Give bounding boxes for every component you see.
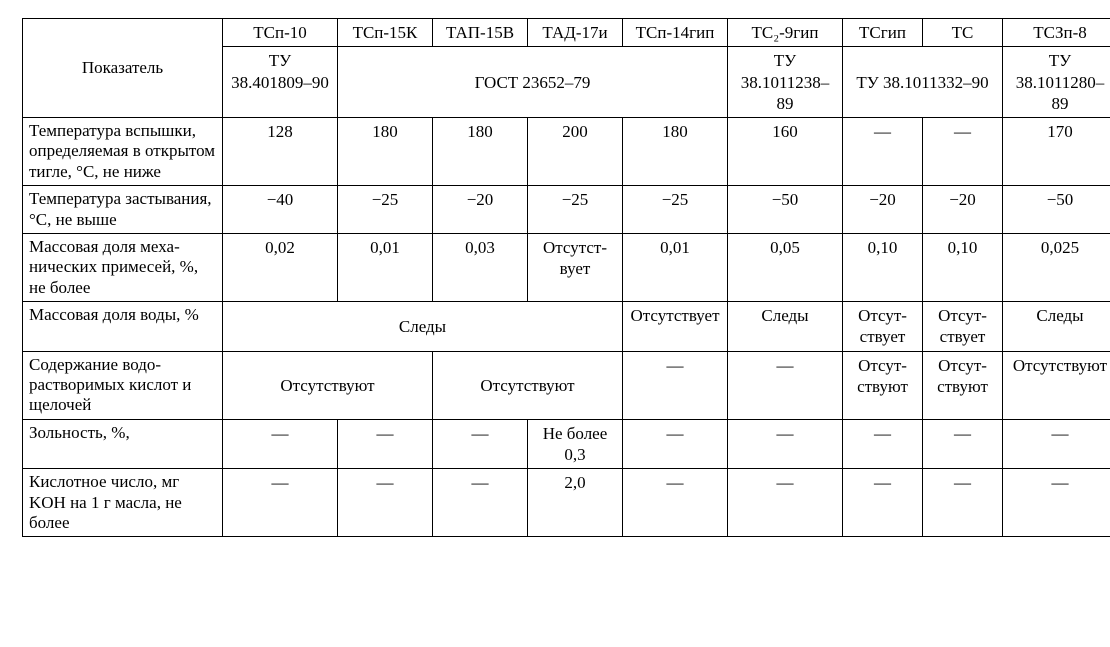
cell: — xyxy=(843,118,923,186)
cell: Отсут­ствуют xyxy=(843,351,923,419)
cell: Следы xyxy=(728,302,843,352)
spec-2: ГОСТ 23652–79 xyxy=(338,47,728,118)
cell: 180 xyxy=(623,118,728,186)
cell: — xyxy=(728,351,843,419)
product-col-3: ТАП-15В xyxy=(433,19,528,47)
cell: Отсутст­вует xyxy=(528,233,623,301)
cell: −20 xyxy=(433,186,528,234)
cell: 170 xyxy=(1003,118,1110,186)
product-col-5: ТСп-14гип xyxy=(623,19,728,47)
cell: — xyxy=(1003,469,1110,537)
header-label: Показатель xyxy=(23,19,223,118)
cell: 0,10 xyxy=(923,233,1003,301)
cell: — xyxy=(223,419,338,469)
cell: Отсутств­ует xyxy=(623,302,728,352)
spec-1: ТУ 38.401809–90 xyxy=(223,47,338,118)
cell-merged: Отсутствуют xyxy=(433,351,623,419)
cell: — xyxy=(1003,419,1110,469)
cell: Отсут­ствуют xyxy=(923,351,1003,419)
cell: 0,025 xyxy=(1003,233,1110,301)
row-label: Массовая доля воды, % xyxy=(23,302,223,352)
cell: — xyxy=(338,419,433,469)
cell: — xyxy=(623,419,728,469)
cell: 0,10 xyxy=(843,233,923,301)
cell: −20 xyxy=(923,186,1003,234)
cell: 180 xyxy=(338,118,433,186)
cell: Не бо­лее 0,3 xyxy=(528,419,623,469)
table-row: Содержание водо­растворимых кис­лот и ще… xyxy=(23,351,1110,419)
cell: — xyxy=(923,118,1003,186)
cell: — xyxy=(623,351,728,419)
product-col-7: ТСгип xyxy=(843,19,923,47)
cell: 0,01 xyxy=(623,233,728,301)
cell: 2,0 xyxy=(528,469,623,537)
cell-merged: Отсутствуют xyxy=(223,351,433,419)
cell: Отсут­ствует xyxy=(923,302,1003,352)
cell: — xyxy=(728,419,843,469)
cell: 200 xyxy=(528,118,623,186)
cell: — xyxy=(223,469,338,537)
table-row: Температура засты­вания, °C, не выше −40… xyxy=(23,186,1110,234)
cell: — xyxy=(843,419,923,469)
row-label: Зольность, %, xyxy=(23,419,223,469)
cell: −50 xyxy=(1003,186,1110,234)
table-row: Кислотное число, мг KOH на 1 г масла, не… xyxy=(23,469,1110,537)
product-col-4: ТАД-17и xyxy=(528,19,623,47)
product-col-9: ТСЗп-8 xyxy=(1003,19,1110,47)
cell: −25 xyxy=(528,186,623,234)
table-row: Массовая доля меха­нических приме­сей, %… xyxy=(23,233,1110,301)
cell: −50 xyxy=(728,186,843,234)
cell: −20 xyxy=(843,186,923,234)
spec-5: ТУ 38.1011280–89 xyxy=(1003,47,1110,118)
cell: −25 xyxy=(338,186,433,234)
cell: Следы xyxy=(1003,302,1110,352)
row-label: Температура вспышки, определяемая в откр… xyxy=(23,118,223,186)
header-row-1: Показатель ТСп-10 ТСп-15К ТАП-15В ТАД-17… xyxy=(23,19,1110,47)
spec-4: ТУ 38.1011332–90 xyxy=(843,47,1003,118)
cell: −40 xyxy=(223,186,338,234)
cell: −25 xyxy=(623,186,728,234)
cell: Отсутству­ют xyxy=(1003,351,1110,419)
row-label: Кислотное число, мг KOH на 1 г масла, не… xyxy=(23,469,223,537)
cell: 0,02 xyxy=(223,233,338,301)
cell: — xyxy=(843,469,923,537)
cell: — xyxy=(923,419,1003,469)
product-col-2: ТСп-15К xyxy=(338,19,433,47)
table-row: Массовая доля воды, % Следы Отсутств­ует… xyxy=(23,302,1110,352)
product-col-8: ТС xyxy=(923,19,1003,47)
spec-3: ТУ 38.1011238–89 xyxy=(728,47,843,118)
product-col-1: ТСп-10 xyxy=(223,19,338,47)
cell: 0,01 xyxy=(338,233,433,301)
cell: — xyxy=(923,469,1003,537)
cell: 0,05 xyxy=(728,233,843,301)
spec-table: Показатель ТСп-10 ТСп-15К ТАП-15В ТАД-17… xyxy=(22,18,1110,537)
table-row: Зольность, %, — — — Не бо­лее 0,3 — — — … xyxy=(23,419,1110,469)
row-label: Температура засты­вания, °C, не выше xyxy=(23,186,223,234)
row-label: Содержание водо­растворимых кис­лот и ще… xyxy=(23,351,223,419)
cell: — xyxy=(623,469,728,537)
cell: Отсут­ствует xyxy=(843,302,923,352)
product-col-6: ТС₂-9гип xyxy=(728,19,843,47)
row-label: Массовая доля меха­нических приме­сей, %… xyxy=(23,233,223,301)
cell: 0,03 xyxy=(433,233,528,301)
cell: — xyxy=(433,469,528,537)
cell-merged: Следы xyxy=(223,302,623,352)
cell: — xyxy=(338,469,433,537)
cell: 180 xyxy=(433,118,528,186)
cell: — xyxy=(728,469,843,537)
cell: — xyxy=(433,419,528,469)
cell: 160 xyxy=(728,118,843,186)
cell: 128 xyxy=(223,118,338,186)
table-row: Температура вспышки, определяемая в откр… xyxy=(23,118,1110,186)
